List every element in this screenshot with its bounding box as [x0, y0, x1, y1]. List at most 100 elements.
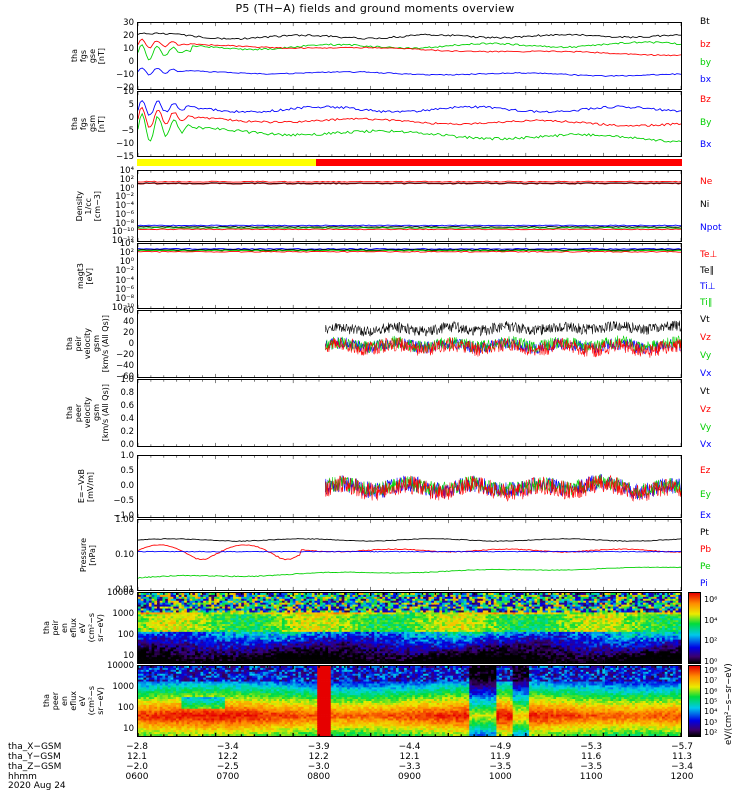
- ytick-efield-2: 0.0: [120, 481, 134, 491]
- xaxis-value-2-4: −3.5: [489, 762, 512, 772]
- panel-peir-velocity: [137, 310, 682, 378]
- ytick-peirv-4: −20: [116, 350, 134, 360]
- status-yellow-segment: [137, 159, 317, 166]
- legend-item-ne: Ne: [700, 177, 713, 187]
- ytick-peirflux-2: 100: [117, 630, 134, 640]
- peer-colorbar: [688, 665, 701, 737]
- legend-item-ey: Ey: [700, 490, 712, 500]
- ytick-peirv-3: 0: [128, 339, 134, 349]
- panel-magt3: [137, 243, 682, 309]
- legend-item-vt: Vt: [700, 387, 710, 397]
- ytick-density-2: 10⁰: [119, 183, 134, 194]
- xaxis-value-0-4: −4.9: [489, 742, 512, 752]
- peir-colorbar-tick-2: 10²: [704, 636, 718, 646]
- ytick-fgs-gse-3: 0: [128, 57, 134, 67]
- xaxis-value-2-6: −3.4: [671, 762, 693, 772]
- ytick-magt3-2: 10⁰: [119, 257, 134, 268]
- legend-item-bx: bx: [700, 75, 712, 85]
- peir-colorbar-tick-3: 10⁰: [704, 657, 718, 666]
- ytick-peirflux-3: 10: [123, 651, 134, 661]
- ytick-peerv-2: 0.6: [120, 401, 134, 411]
- xaxis-row-label-3: hhmm: [8, 772, 37, 782]
- ytick-pressure-1: 0.10: [115, 550, 134, 560]
- ytick-peerv-4: 0.2: [120, 427, 134, 437]
- panel-fgs-gse: [137, 22, 682, 90]
- xaxis-row-label-1: tha_Y−GSM: [8, 752, 61, 762]
- xaxis-value-3-3: 0900: [398, 772, 421, 782]
- xaxis-value-3-6: 1200: [670, 772, 694, 782]
- legend-item-ni: Ni: [700, 200, 710, 210]
- xaxis-value-1-5: 11.6: [581, 752, 602, 762]
- legend-item-vz: Vz: [700, 405, 711, 415]
- ytick-fgs-gsm-3: −5: [121, 126, 134, 136]
- ytick-density-1: 10²: [119, 174, 134, 185]
- xaxis-value-0-2: −3.9: [307, 742, 330, 752]
- legend-item-by: by: [700, 58, 712, 68]
- legend-item-bt: Bt: [700, 17, 710, 27]
- ytick-magt3-3: 10⁻²: [115, 266, 134, 277]
- xaxis-value-1-1: 12.2: [217, 752, 238, 762]
- xaxis-value-0-6: −5.7: [671, 742, 693, 752]
- page-title: P5 (TH−A) fields and ground moments over…: [235, 2, 515, 15]
- legend-item-vx: Vx: [700, 440, 712, 450]
- peer-colorbar-tick-5: 10³: [704, 717, 718, 727]
- ytick-peirv-2: 20: [123, 328, 134, 338]
- peer-colorbar-tick-6: 10²: [704, 728, 718, 737]
- peer-colorbar-tick-1: 10⁷: [704, 676, 718, 686]
- legend-item-ti: Ti∥: [700, 298, 713, 308]
- xaxis-value-3-0: 0600: [125, 772, 149, 782]
- xaxis-value-3-2: 0800: [307, 772, 331, 782]
- ytick-peerv-5: 0.0: [120, 440, 134, 450]
- xaxis-value-0-3: −4.4: [398, 742, 421, 752]
- xaxis-value-3-5: 1100: [579, 772, 603, 782]
- peer-colorbar-tick-2: 10⁶: [704, 686, 718, 696]
- xaxis-value-0-5: −5.3: [580, 742, 603, 752]
- date-label: 2020 Aug 24: [8, 781, 66, 791]
- ytick-density-5: 10⁻⁶: [115, 209, 134, 220]
- ytick-peerflux-0: 10000: [106, 661, 134, 671]
- ytick-fgs-gsm-2: 0: [128, 113, 134, 123]
- legend-item-pi: Pi: [700, 579, 708, 589]
- ytick-magt3-4: 10⁻⁴: [115, 275, 134, 286]
- xaxis-row-label-2: tha_Z−GSM: [8, 762, 62, 772]
- ytick-fgs-gsm-5: −15: [116, 152, 134, 162]
- ytick-peerv-0: 1.0: [120, 375, 134, 385]
- legend-item-pb: Pb: [700, 545, 712, 555]
- ytick-density-7: 10⁻¹⁰: [111, 227, 134, 238]
- colorbar-unit-label: eV/(cm²−s−sr−eV): [724, 663, 734, 745]
- legend-item-vy: Vy: [700, 423, 712, 433]
- xaxis-value-2-2: −3.0: [307, 762, 330, 772]
- xaxis-value-2-0: −2.0: [126, 762, 148, 772]
- ytick-peerv-1: 0.8: [120, 388, 134, 398]
- legend-item-bz: Bz: [700, 95, 711, 105]
- ytick-density-0: 10⁴: [119, 166, 134, 176]
- xaxis-row-label-0: tha_X−GSM: [8, 742, 62, 752]
- peer-colorbar-tick-0: 10⁸: [704, 666, 718, 675]
- panel-fgs-gsm: [137, 91, 682, 157]
- xaxis-value-3-4: 1000: [488, 772, 512, 782]
- legend-item-bz: bz: [700, 40, 711, 50]
- xaxis-value-3-1: 0700: [216, 772, 240, 782]
- peir-colorbar-tick-1: 10⁴: [704, 615, 718, 625]
- legend-item-vt: Vt: [700, 315, 710, 325]
- ytick-peirv-1: 40: [123, 317, 134, 327]
- ytick-magt3-5: 10⁻⁶: [115, 284, 134, 295]
- ytick-fgs-gse-2: 10: [123, 44, 134, 54]
- peir-colorbar-tick-0: 10⁶: [704, 595, 718, 604]
- legend-item-ex: Ex: [700, 511, 712, 521]
- ytick-density-8: 10⁻¹²: [111, 236, 134, 246]
- legend-item-vy: Vy: [700, 351, 712, 361]
- ytick-fgs-gsm-1: 5: [128, 100, 134, 110]
- ytick-magt3-0: 10⁴: [119, 239, 134, 249]
- xaxis-value-2-5: −3.5: [580, 762, 603, 772]
- panel-peir-eflux: [137, 592, 682, 664]
- ytick-efield-0: 1.0: [120, 451, 134, 461]
- ytick-peirv-0: 60: [123, 306, 134, 316]
- ytick-pressure-0: 1.00: [115, 515, 134, 525]
- ytick-peerflux-2: 100: [117, 703, 134, 713]
- ytick-fgs-gsm-4: −10: [116, 139, 134, 149]
- ytick-fgs-gsm-0: 10: [123, 87, 134, 97]
- xaxis-value-1-2: 12.2: [308, 752, 329, 762]
- panel-pressure: [137, 519, 682, 591]
- legend-item-vx: Vx: [700, 369, 712, 379]
